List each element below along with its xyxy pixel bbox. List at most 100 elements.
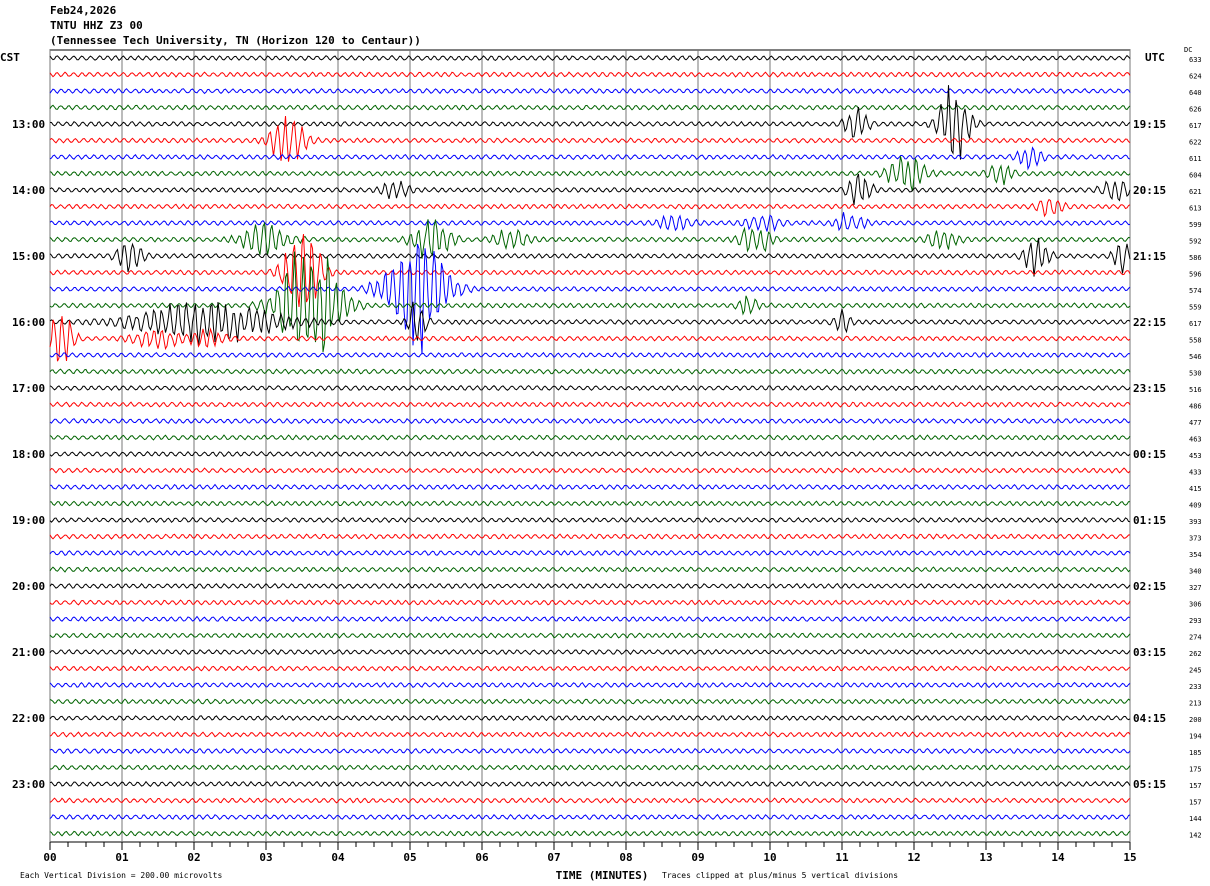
x-tick-label: 05 <box>403 851 416 864</box>
x-tick-label: 00 <box>43 851 56 864</box>
dc-value: 233 <box>1189 683 1202 691</box>
seismic-trace-36 <box>49 648 1131 656</box>
dc-value: 175 <box>1189 766 1202 774</box>
scale-note: Each Vertical Division = 200.00 microvol… <box>20 871 223 880</box>
cst-hour-label: 22:00 <box>12 712 45 725</box>
dc-value: 293 <box>1189 617 1202 625</box>
x-tick-label: 08 <box>619 851 632 864</box>
dc-value: 558 <box>1189 337 1202 345</box>
seismic-trace-28 <box>49 516 1131 524</box>
dc-value: 586 <box>1189 254 1202 262</box>
x-tick-label: 13 <box>979 851 992 864</box>
seismic-trace-9 <box>49 198 1131 218</box>
seismic-trace-38 <box>49 681 1131 689</box>
dc-value: 245 <box>1189 667 1202 675</box>
dc-value: 415 <box>1189 485 1202 493</box>
cst-hour-label: 19:00 <box>12 514 45 527</box>
dc-value: 613 <box>1189 205 1202 213</box>
dc-value: 463 <box>1189 436 1202 444</box>
dc-title: DC <box>1184 46 1192 54</box>
dc-value: 194 <box>1189 733 1202 741</box>
seismic-trace-16 <box>49 301 1131 347</box>
seismic-trace-0 <box>49 54 1131 62</box>
seismic-trace-37 <box>49 665 1131 672</box>
dc-value: 185 <box>1189 749 1202 757</box>
seismic-trace-21 <box>49 401 1131 408</box>
dc-value: 546 <box>1189 353 1202 361</box>
x-tick-label: 02 <box>187 851 200 864</box>
dc-value: 574 <box>1189 287 1202 295</box>
utc-axis-title: UTC <box>1145 51 1165 64</box>
seismic-trace-27 <box>49 500 1131 507</box>
dc-value: 617 <box>1189 320 1202 328</box>
cst-hour-label: 21:00 <box>12 646 45 659</box>
cst-hour-label: 14:00 <box>12 184 45 197</box>
cst-hour-label: 17:00 <box>12 382 45 395</box>
seismic-trace-11 <box>49 219 1131 259</box>
seismic-trace-23 <box>49 434 1131 441</box>
cst-hour-label: 16:00 <box>12 316 45 329</box>
date-label: Feb24,2026 <box>50 4 117 17</box>
dc-value: 340 <box>1189 568 1202 576</box>
utc-hour-label: 05:15 <box>1133 778 1166 791</box>
seismic-trace-47 <box>49 830 1131 837</box>
x-tick-label: 11 <box>835 851 849 864</box>
clip-note: Traces clipped at plus/minus 5 vertical … <box>662 871 899 880</box>
x-tick-label: 14 <box>1051 851 1065 864</box>
station-label: TNTU HHZ Z3 00 <box>50 19 143 32</box>
cst-hour-label: 13:00 <box>12 118 45 131</box>
seismic-trace-3 <box>49 104 1131 111</box>
seismic-trace-31 <box>49 566 1131 573</box>
seismic-trace-2 <box>49 87 1131 95</box>
utc-hour-label: 23:15 <box>1133 382 1166 395</box>
utc-hour-label: 22:15 <box>1133 316 1166 329</box>
dc-value: 486 <box>1189 403 1202 411</box>
seismic-trace-19 <box>49 368 1131 375</box>
dc-value: 453 <box>1189 452 1202 460</box>
seismic-trace-10 <box>49 212 1131 233</box>
seismic-trace-35 <box>49 632 1131 639</box>
seismic-trace-20 <box>49 384 1131 392</box>
dc-value: 262 <box>1189 650 1202 658</box>
dc-value: 596 <box>1189 271 1202 279</box>
dc-value: 393 <box>1189 518 1202 526</box>
utc-hour-label: 02:15 <box>1133 580 1166 593</box>
dc-value: 604 <box>1189 172 1202 180</box>
utc-hour-label: 01:15 <box>1133 514 1166 527</box>
seismic-trace-30 <box>49 549 1131 557</box>
dc-value: 611 <box>1189 155 1202 163</box>
seismic-trace-29 <box>49 533 1131 540</box>
seismic-trace-43 <box>50 764 1131 771</box>
seismic-trace-32 <box>49 582 1131 590</box>
seismic-trace-46 <box>49 813 1131 821</box>
dc-value: 157 <box>1189 799 1202 807</box>
x-tick-label: 04 <box>331 851 345 864</box>
dc-value: 354 <box>1189 551 1202 559</box>
seismic-trace-17 <box>49 316 1131 362</box>
dc-value: 624 <box>1189 73 1202 81</box>
dc-value: 213 <box>1189 700 1202 708</box>
dc-value: 144 <box>1189 815 1202 823</box>
seismic-trace-13 <box>49 234 1131 308</box>
dc-value: 622 <box>1189 139 1202 147</box>
cst-hour-label: 18:00 <box>12 448 45 461</box>
seismic-trace-8 <box>49 173 1131 205</box>
seismic-trace-14 <box>49 243 1131 355</box>
seismic-trace-4 <box>49 85 1131 160</box>
utc-hour-label: 19:15 <box>1133 118 1166 131</box>
dc-value: 142 <box>1189 832 1202 840</box>
seismic-trace-42 <box>49 747 1131 755</box>
dc-value: 433 <box>1189 469 1202 477</box>
seismic-trace-25 <box>49 467 1131 474</box>
cst-hour-label: 23:00 <box>12 778 45 791</box>
plot-frame <box>49 49 1131 843</box>
dc-value: 599 <box>1189 221 1202 229</box>
seismic-trace-15 <box>49 251 1131 353</box>
seismic-trace-22 <box>49 417 1131 425</box>
dc-value: 592 <box>1189 238 1202 246</box>
seismic-trace-34 <box>49 615 1131 623</box>
dc-value: 530 <box>1189 370 1202 378</box>
dc-value: 306 <box>1189 601 1202 609</box>
